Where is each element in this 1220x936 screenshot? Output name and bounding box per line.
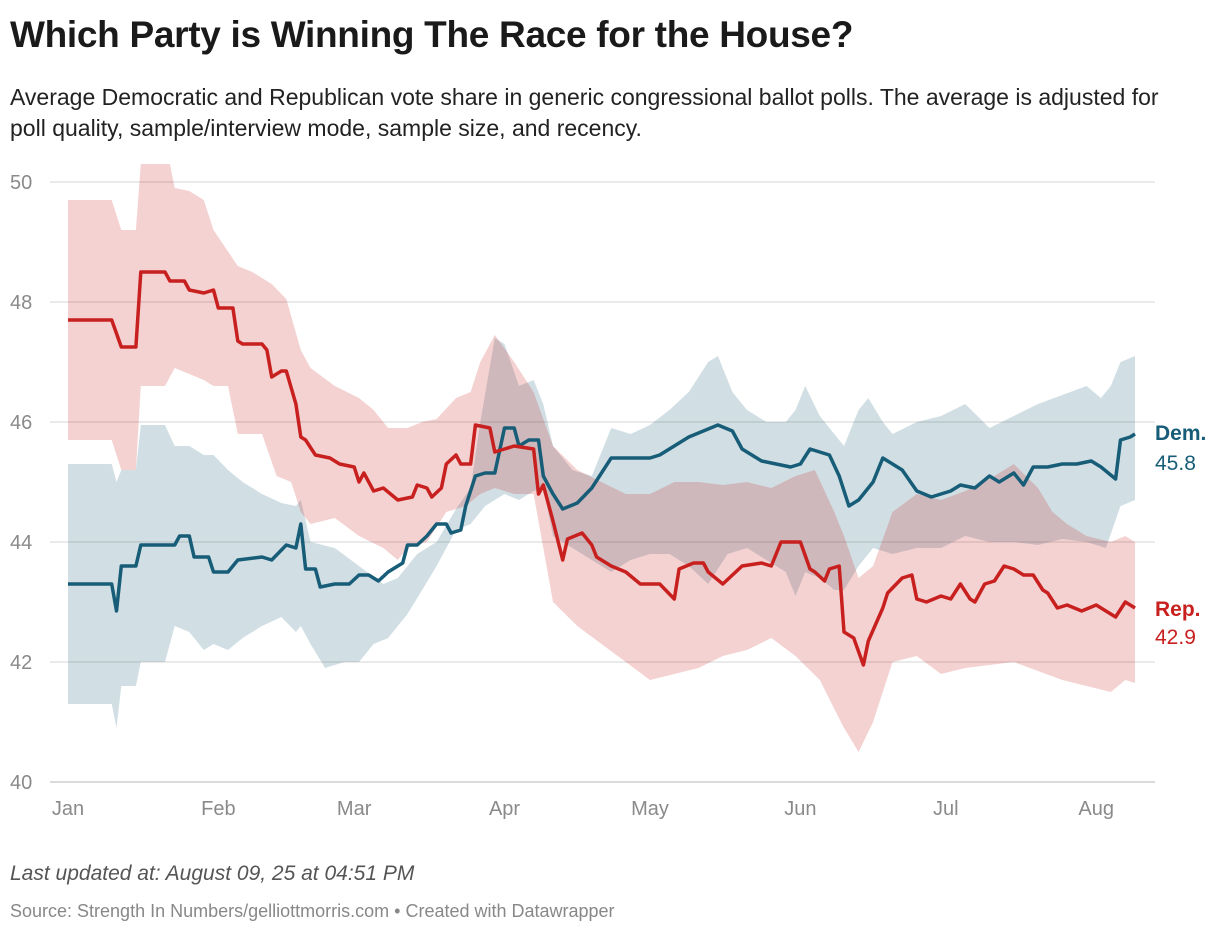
rep-latest-value: 42.9: [1155, 626, 1196, 649]
chart-title: Which Party is Winning The Race for the …: [10, 14, 854, 55]
last-updated: Last updated at: August 09, 25 at 04:51 …: [10, 862, 415, 885]
rep-average-line: [68, 270, 1136, 667]
x-tick-label: May: [631, 798, 669, 820]
y-tick-label: 46: [10, 412, 32, 434]
y-tick-label: 50: [10, 172, 32, 194]
dem-series-label: Dem.: [1155, 422, 1206, 445]
rep-series-label: Rep.: [1155, 598, 1201, 621]
dem-average-line: [68, 423, 1136, 613]
confidence-bands: [68, 164, 1135, 752]
y-tick-label: 48: [10, 292, 32, 314]
gridlines: [50, 181, 1155, 783]
source-credit: Source: Strength In Numbers/gelliottmorr…: [10, 901, 615, 921]
x-tick-label: Apr: [489, 798, 520, 820]
x-tick-label: Jul: [933, 798, 959, 820]
x-tick-label: Mar: [337, 798, 372, 820]
x-tick-label: Aug: [1078, 798, 1114, 820]
axis-ticks: 40 42 44 46 48 50 Jan Feb Mar Apr May Jun Jul Aug: [10, 172, 1114, 820]
chart-subtitle: Average Democratic and Republican vote s…: [10, 84, 1159, 141]
x-tick-label: Jun: [784, 798, 816, 820]
x-tick-label: Feb: [201, 798, 235, 820]
series-lines: [68, 270, 1136, 667]
y-tick-label: 40: [10, 772, 32, 794]
dem-latest-value: 45.8: [1155, 452, 1196, 475]
rep-confidence-band: [68, 164, 1135, 752]
dem-confidence-band: [68, 338, 1135, 728]
series-end-labels: Dem. 45.8 Rep. 42.9: [1155, 422, 1206, 649]
y-tick-label: 44: [10, 532, 32, 554]
y-tick-label: 42: [10, 652, 32, 674]
x-tick-label: Jan: [52, 798, 84, 820]
